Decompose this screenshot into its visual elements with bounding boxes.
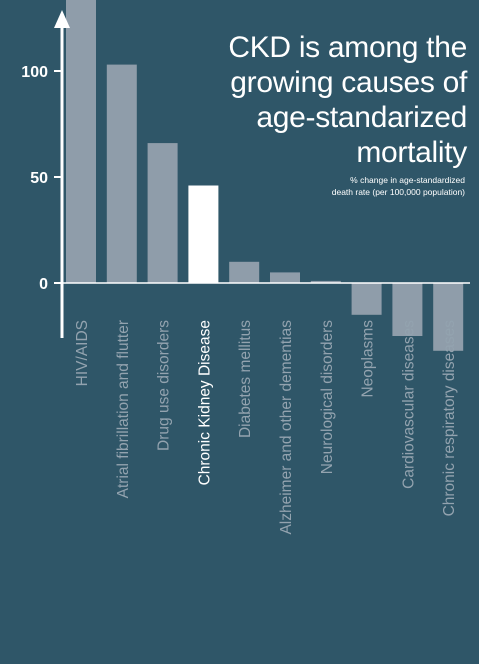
bar-3 xyxy=(188,185,219,283)
y-tick-label: 50 xyxy=(30,170,48,187)
x-category-label: Chronic respiratory diseases xyxy=(441,320,458,517)
y-tick-label: 100 xyxy=(21,64,48,81)
y-ticks-group: 050100150200 xyxy=(21,64,62,293)
x-category-label: Diabetes mellitus xyxy=(237,320,254,438)
axes-group xyxy=(54,10,470,338)
x-category-label: Chronic Kidney Disease xyxy=(196,320,213,485)
title-line: CKD is among the xyxy=(228,31,467,64)
x-category-label: HIV/AIDS xyxy=(74,320,91,386)
x-category-label: Neurological disorders xyxy=(319,320,336,474)
bar-4 xyxy=(229,261,260,283)
bar-1 xyxy=(106,64,137,283)
y-tick-label: 0 xyxy=(39,276,48,293)
subtitle-line: death rate (per 100,000 population) xyxy=(331,187,465,197)
bar-7 xyxy=(351,283,382,315)
title-line: mortality xyxy=(356,136,467,169)
chart-subtitle: % change in age-standardized death rate … xyxy=(245,174,465,198)
title-line: age-standarized xyxy=(256,101,467,134)
x-category-label: Neoplasms xyxy=(360,320,377,398)
x-labels-group: HIV/AIDS Atrial fibrillation and flutter D… xyxy=(74,320,458,535)
x-category-label: Alzheimer and other dementias xyxy=(278,320,295,535)
chart-title: CKD is among the growing causes of age-s… xyxy=(147,30,467,170)
x-category-label: Drug use disorders xyxy=(156,320,173,451)
x-category-label: Cardiovascular diseases xyxy=(400,320,417,489)
bar-5 xyxy=(270,272,300,283)
bar-8 xyxy=(392,283,423,336)
x-category-label: Atrial fibrillation and flutter xyxy=(115,320,132,498)
bar-6 xyxy=(310,280,341,283)
title-line: growing causes of xyxy=(230,66,467,99)
bar-2 xyxy=(147,143,178,283)
bar-0 xyxy=(66,0,96,283)
bars-group xyxy=(66,0,464,351)
bar-9 xyxy=(433,283,464,351)
y-axis-arrow-icon xyxy=(54,10,70,28)
subtitle-line: % change in age-standardized xyxy=(350,175,465,185)
